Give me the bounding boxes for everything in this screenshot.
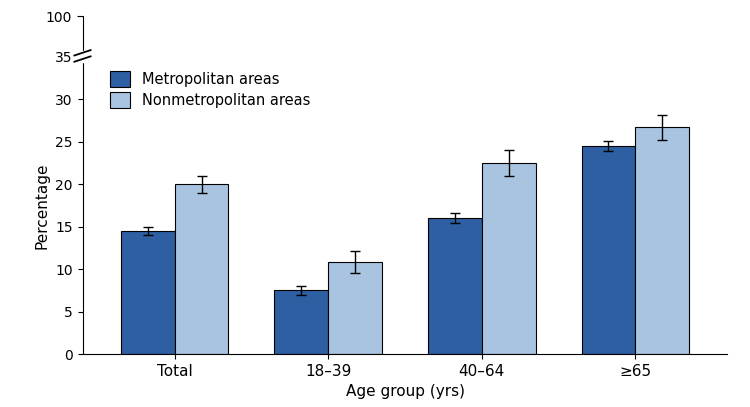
Bar: [175, 184, 229, 354]
Legend: Metropolitan areas, Nonmetropolitan areas: Metropolitan areas, Nonmetropolitan area…: [103, 64, 318, 116]
X-axis label: Age group (yrs): Age group (yrs): [346, 384, 464, 399]
Bar: [482, 163, 536, 354]
Y-axis label: Percentage: Percentage: [34, 162, 50, 249]
Bar: [328, 263, 382, 354]
Bar: [121, 231, 175, 354]
Bar: [274, 290, 328, 354]
Bar: [581, 146, 635, 354]
Bar: [428, 218, 482, 354]
Bar: [635, 127, 689, 354]
